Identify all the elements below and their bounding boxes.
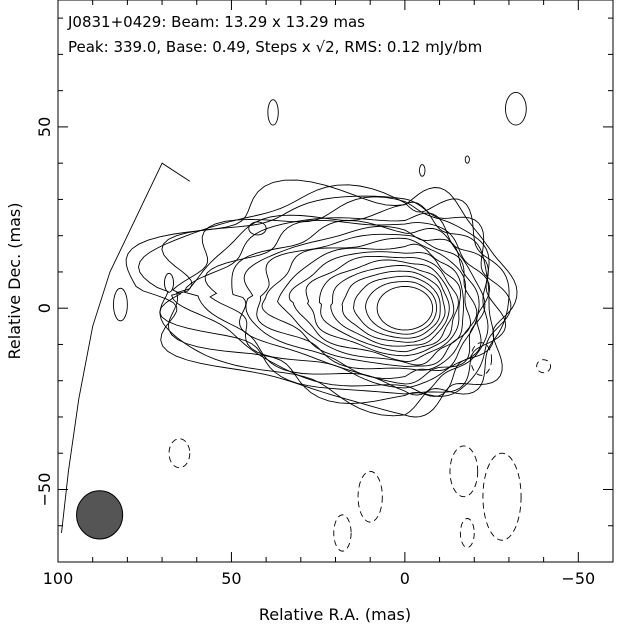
y-tick-label: 50 [35,117,54,137]
source-contour [353,275,441,339]
positive-contour [505,92,527,126]
source-contour [243,225,480,379]
x-tick-label: 100 [43,569,74,588]
source-contour [341,270,446,343]
source-contour [319,259,455,353]
positive-contour [464,155,470,164]
header-stats: Peak: 339.0, Base: 0.49, Steps x √2, RMS… [68,38,482,56]
source-contour [161,195,512,404]
source-contour [276,243,465,366]
negative-contour [357,470,383,523]
negative-contour [536,359,552,374]
source-contour [183,212,489,396]
x-tick-label: −50 [561,569,595,588]
source-contour [288,251,461,363]
source-contour [138,184,510,417]
y-tick-label: −50 [35,473,54,507]
source-contour [256,233,478,371]
negative-contour [482,452,522,541]
positive-contour [248,221,267,236]
header-title: J0831+0429: Beam: 13.29 x 13.29 mas [67,13,365,31]
source-contour [376,285,434,331]
source-contour [305,255,459,357]
beam-layer [76,490,124,540]
negative-contour [470,342,493,376]
source-contour [231,220,486,385]
y-axis-label: Relative Dec. (mas) [5,203,24,360]
x-tick-label: 0 [400,569,410,588]
axis-ticks: 100 50 0 −50 50 0 −50 [35,0,614,588]
contour-layer [61,92,552,552]
positive-contour [418,164,426,177]
negative-contour [333,514,352,552]
positive-contour [113,287,128,322]
x-tick-label: 50 [221,569,241,588]
beam-ellipse [76,490,124,540]
plot-frame [57,0,614,563]
negative-contour [168,438,191,469]
x-axis-label: Relative R.A. (mas) [259,605,411,624]
source-contour [365,281,438,335]
source-contour [61,162,191,534]
source-contour [159,196,507,395]
y-tick-label: 0 [35,303,54,313]
negative-contour [449,445,479,498]
positive-contour [164,272,174,293]
source-contour [204,219,491,389]
positive-contour [267,99,279,126]
source-contour [330,265,450,347]
source-contour [125,179,518,418]
source-contour [261,237,471,367]
negative-contour [459,518,475,548]
